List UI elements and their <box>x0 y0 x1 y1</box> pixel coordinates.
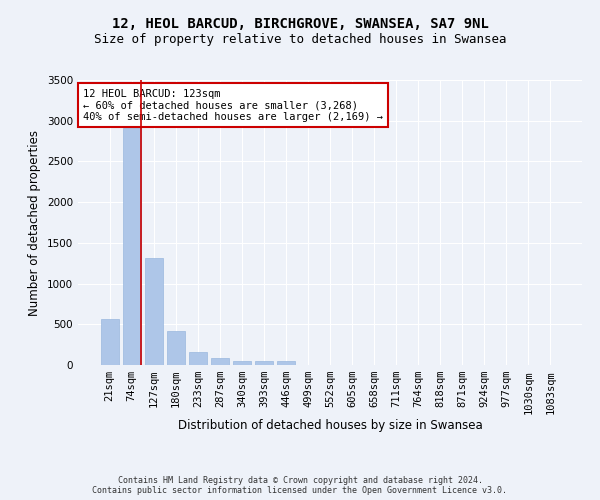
Text: 12, HEOL BARCUD, BIRCHGROVE, SWANSEA, SA7 9NL: 12, HEOL BARCUD, BIRCHGROVE, SWANSEA, SA… <box>112 18 488 32</box>
Bar <box>123 128 140 365</box>
Y-axis label: Number of detached properties: Number of detached properties <box>28 130 41 316</box>
Bar <box>101 318 119 365</box>
Bar <box>189 352 206 365</box>
Text: 12 HEOL BARCUD: 123sqm
← 60% of detached houses are smaller (3,268)
40% of semi-: 12 HEOL BARCUD: 123sqm ← 60% of detached… <box>83 88 383 122</box>
Bar <box>233 361 251 365</box>
Text: Size of property relative to detached houses in Swansea: Size of property relative to detached ho… <box>94 32 506 46</box>
Bar <box>145 258 163 365</box>
Bar <box>277 362 295 365</box>
Text: Contains HM Land Registry data © Crown copyright and database right 2024.
Contai: Contains HM Land Registry data © Crown c… <box>92 476 508 495</box>
Bar <box>167 331 185 365</box>
Bar <box>255 362 273 365</box>
Bar <box>211 358 229 365</box>
X-axis label: Distribution of detached houses by size in Swansea: Distribution of detached houses by size … <box>178 419 482 432</box>
